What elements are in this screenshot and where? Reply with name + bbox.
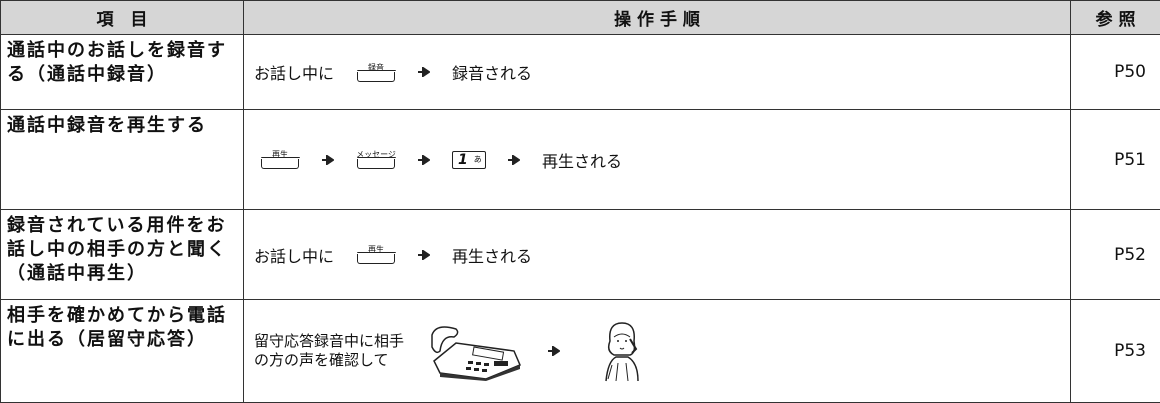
header-cell: 項 目 xyxy=(0,0,244,35)
button: 録音 xyxy=(356,63,396,82)
step-line: の方の声を確認して xyxy=(254,351,389,369)
arrow xyxy=(418,154,430,165)
button-label: 再生 xyxy=(272,150,288,159)
button: 再生 xyxy=(356,245,396,264)
header-row: 項 目 操 作 手 順 参 照 xyxy=(0,0,1160,35)
header-cell: 操 作 手 順 xyxy=(243,0,1071,35)
item: 通話中録音を再生する xyxy=(0,109,244,210)
button: メッセージ xyxy=(356,150,396,169)
procedure: 留守応答録音中に相手 の方の声を確認して xyxy=(243,299,1071,403)
step-text: お話し中に xyxy=(254,246,335,266)
key-kana: あ xyxy=(473,155,482,164)
arrow xyxy=(418,249,431,260)
row: 相手を確かめてから電話に出る（居留守応答） 留守応答録音中に相手 の方の声を確認し… xyxy=(0,299,1160,403)
row: 通話中のお話しを録音する（通話中録音） お話し中に 録音 録音される P50 xyxy=(0,34,1160,110)
step-line: 留守応答録音中に相手 xyxy=(254,332,405,350)
arrow xyxy=(508,154,520,165)
header-cell: 参 照 xyxy=(1070,0,1160,35)
arrow xyxy=(548,346,561,356)
row: 録音されている用件をお話し中の相手の方と聞く（通話中再生） お話し中に 再生 再… xyxy=(0,209,1160,300)
step-text: お話し中に xyxy=(254,64,335,83)
button-label: 再生 xyxy=(368,245,385,254)
step-text: 留守応答録音中に相手 の方の声を確認して xyxy=(254,332,404,370)
step-text: 再生される xyxy=(542,151,623,171)
item: 通話中のお話しを録音する（通話中録音） xyxy=(0,34,244,110)
reference: P53 xyxy=(1070,299,1160,403)
button: 再生 xyxy=(260,150,300,169)
step-text: 録音される xyxy=(452,64,533,83)
person-illustration xyxy=(605,322,639,382)
arrow xyxy=(418,67,431,77)
telephone-illustration xyxy=(431,326,522,381)
button-label: 録音 xyxy=(368,62,385,72)
reference: P50 xyxy=(1070,34,1160,110)
step-text: 再生される xyxy=(452,246,533,266)
procedure: お話し中に 再生 再生される xyxy=(243,209,1071,300)
item: 録音されている用件をお話し中の相手の方と聞く（通話中再生） xyxy=(0,209,244,300)
key-number: 1 xyxy=(458,151,468,168)
button-label: メッセージ xyxy=(356,150,396,159)
reference: P52 xyxy=(1070,209,1160,300)
arrow xyxy=(322,154,334,165)
procedure: お話し中に 録音 録音される xyxy=(243,34,1071,110)
item: 相手を確かめてから電話に出る（居留守応答） xyxy=(0,299,244,403)
reference: P51 xyxy=(1070,109,1160,210)
